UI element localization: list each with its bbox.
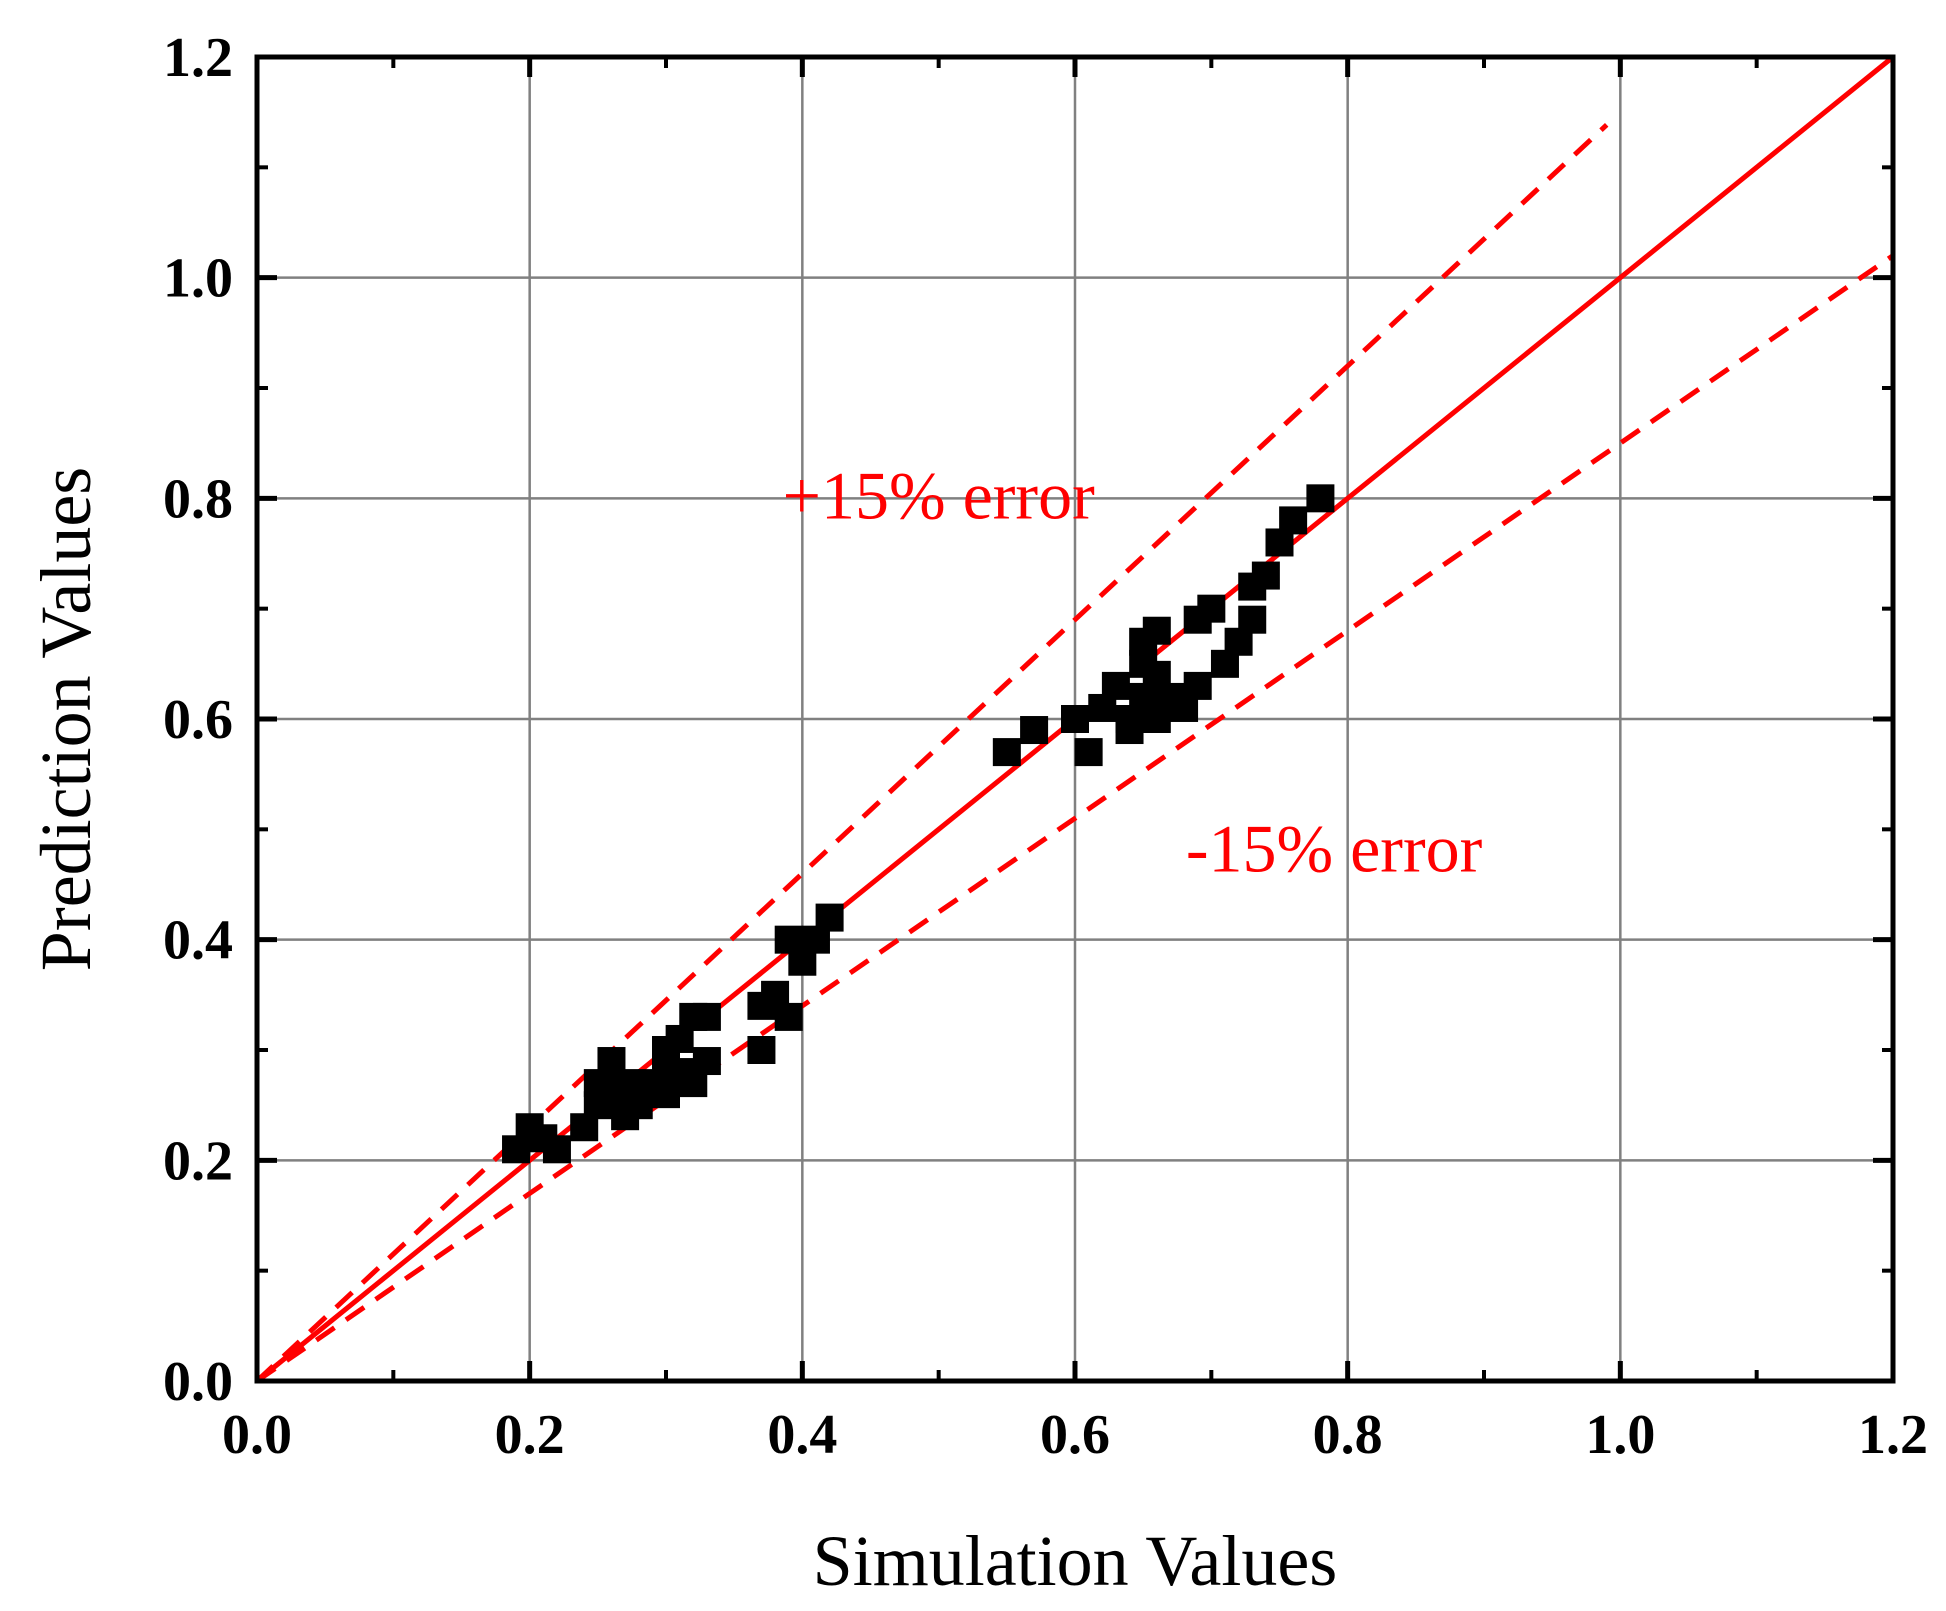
x-tick-label: 1.0 bbox=[1585, 1404, 1655, 1466]
x-axis-title: Simulation Values bbox=[813, 1521, 1338, 1601]
data-point bbox=[692, 1047, 721, 1076]
data-point bbox=[992, 738, 1021, 767]
data-point bbox=[1238, 605, 1267, 634]
data-point bbox=[815, 903, 844, 932]
data-point bbox=[1020, 716, 1049, 745]
data-point bbox=[1251, 561, 1280, 590]
x-tick-label: 0.6 bbox=[1040, 1404, 1110, 1466]
x-tick-label: 0.4 bbox=[767, 1404, 837, 1466]
data-points bbox=[502, 484, 1335, 1164]
y-tick-label: 0.0 bbox=[163, 1351, 233, 1413]
data-point bbox=[1197, 594, 1226, 623]
y-tick-labels: 0.0 0.2 0.4 0.6 0.8 1.0 1.2 bbox=[163, 27, 233, 1413]
data-point bbox=[1279, 506, 1308, 535]
data-point bbox=[1101, 671, 1130, 700]
data-point bbox=[1306, 484, 1335, 513]
x-tick-label: 0.2 bbox=[495, 1404, 565, 1466]
data-point bbox=[747, 1036, 776, 1064]
annotations: +15% error -15% error bbox=[783, 457, 1483, 886]
y-tick-label: 0.2 bbox=[163, 1130, 233, 1192]
data-point bbox=[1074, 738, 1103, 767]
error-annotation: +15% error bbox=[783, 457, 1095, 533]
y-axis-title: Prediction Values bbox=[26, 467, 106, 972]
data-point bbox=[1183, 671, 1212, 700]
y-tick-label: 0.4 bbox=[163, 910, 233, 972]
y-tick-label: 0.6 bbox=[163, 689, 233, 751]
data-point bbox=[692, 1002, 721, 1031]
error-annotation: -15% error bbox=[1186, 810, 1483, 886]
axis-ticks bbox=[254, 54, 1896, 1384]
x-tick-labels: 0.0 0.2 0.4 0.6 0.8 1.0 1.2 bbox=[222, 1404, 1928, 1466]
y-tick-label: 1.0 bbox=[163, 248, 233, 310]
data-point bbox=[542, 1135, 571, 1164]
error-band-line bbox=[255, 253, 1895, 1384]
y-tick-label: 0.8 bbox=[163, 468, 233, 530]
error-band-line bbox=[255, 123, 1609, 1383]
y-tick-label: 1.2 bbox=[163, 27, 233, 89]
x-tick-label: 0.8 bbox=[1313, 1404, 1383, 1466]
data-point bbox=[1061, 705, 1089, 733]
data-point bbox=[774, 1002, 803, 1031]
x-tick-label: 1.2 bbox=[1858, 1404, 1928, 1466]
data-point bbox=[1142, 616, 1171, 645]
x-tick-label: 0.0 bbox=[222, 1404, 292, 1466]
